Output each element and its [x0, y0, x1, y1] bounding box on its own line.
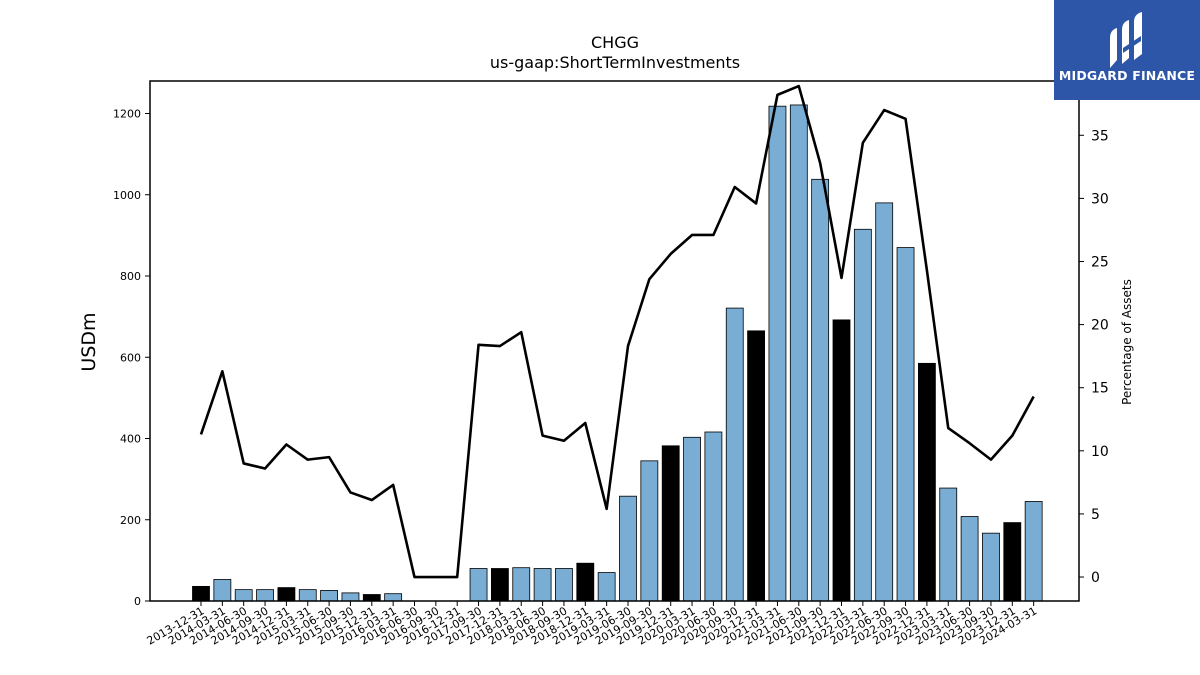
bar	[853, 228, 872, 602]
logo-text: MIDGARD FINANCE	[1058, 68, 1196, 83]
y2-tick-label: 20	[1091, 318, 1109, 334]
y2-tick-label: 35	[1091, 128, 1109, 144]
bar	[1024, 501, 1043, 602]
bar	[298, 589, 317, 602]
y-tick-label: 600	[120, 351, 141, 364]
plot-frame	[149, 80, 1080, 602]
bar	[576, 562, 595, 602]
bar	[875, 202, 894, 602]
bar	[555, 568, 573, 602]
bar	[341, 592, 360, 602]
line-series	[199, 84, 1035, 579]
bar	[640, 460, 659, 602]
bar	[192, 585, 210, 602]
bar	[768, 105, 787, 602]
bar	[811, 178, 830, 602]
bar	[683, 436, 701, 602]
bar	[490, 568, 509, 602]
y2-tick-label: 5	[1091, 507, 1100, 523]
y-tick-label: 800	[120, 270, 141, 283]
bar	[661, 445, 680, 602]
bar	[918, 362, 936, 602]
bar	[597, 572, 616, 602]
bar	[960, 516, 979, 602]
logo-mark-icon	[1110, 12, 1142, 68]
y-tick-label: 400	[120, 433, 141, 446]
bar	[384, 593, 403, 602]
y2-tick-label: 15	[1091, 381, 1109, 397]
bar	[320, 590, 339, 602]
bar	[789, 104, 808, 602]
y-tick-label: 0	[134, 595, 141, 608]
chart-title: CHGG	[591, 33, 639, 52]
bar	[982, 532, 1000, 602]
y2-tick-label: 30	[1091, 191, 1109, 207]
chart-subtitle: us-gaap:ShortTermInvestments	[490, 53, 740, 72]
y-axis-label: USDm	[78, 312, 100, 371]
y-tick-label: 200	[120, 514, 141, 527]
y2-axis-label: Percentage of Assets	[1120, 279, 1134, 405]
bar	[234, 589, 253, 602]
bar	[704, 431, 723, 602]
y2-tick-label: 10	[1091, 444, 1109, 460]
bar	[533, 568, 552, 602]
bar	[939, 487, 958, 602]
bar	[213, 579, 232, 602]
bar	[277, 587, 296, 602]
bar	[725, 307, 744, 602]
bar	[619, 495, 637, 602]
logo: MIDGARD FINANCE	[1054, 0, 1200, 100]
y-tick-label: 1200	[113, 108, 141, 121]
bar	[1003, 522, 1022, 602]
bar	[469, 568, 488, 602]
bar	[362, 594, 381, 602]
y2-tick-label: 25	[1091, 254, 1109, 270]
y2-tick-label: 0	[1091, 570, 1100, 586]
bar	[832, 319, 851, 602]
bar	[896, 247, 915, 602]
bar	[512, 567, 531, 602]
y-tick-label: 1000	[113, 189, 141, 202]
bar	[747, 330, 765, 602]
bar	[256, 589, 274, 602]
